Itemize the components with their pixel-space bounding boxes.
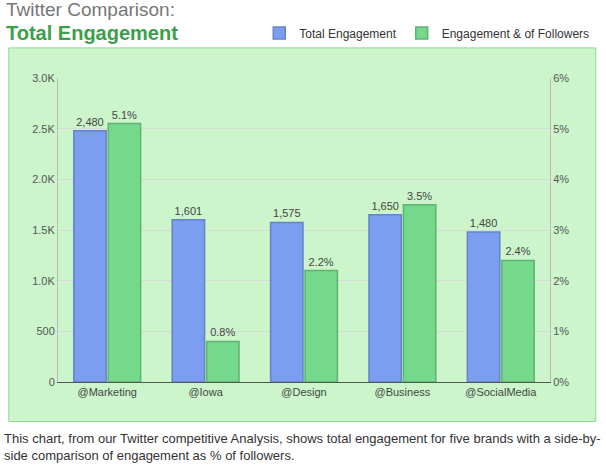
svg-text:@Marketing: @Marketing xyxy=(77,386,136,398)
svg-text:Total Engagement: Total Engagement xyxy=(299,27,396,41)
svg-text:2%: 2% xyxy=(553,275,569,287)
svg-text:2,480: 2,480 xyxy=(76,116,104,128)
svg-text:@Iowa: @Iowa xyxy=(188,386,223,398)
html-text:This chart, from our Twitter c: This chart, from our Twitter competitive… xyxy=(4,431,601,463)
svg-text:1,480: 1,480 xyxy=(470,217,498,229)
svg-text:@Design: @Design xyxy=(281,386,326,398)
svg-text:Total Engagement: Total Engagement xyxy=(6,22,178,44)
svg-text:1,601: 1,601 xyxy=(175,205,203,217)
svg-text:2.4%: 2.4% xyxy=(505,245,530,257)
svg-text:2.0K: 2.0K xyxy=(32,173,55,185)
svg-text:1,650: 1,650 xyxy=(371,200,399,212)
svg-text:2.5K: 2.5K xyxy=(32,123,55,135)
svg-text:5.1%: 5.1% xyxy=(112,109,137,121)
svg-text:Twitter Comparison:: Twitter Comparison: xyxy=(6,0,175,20)
svg-text:2.2%: 2.2% xyxy=(309,256,334,268)
svg-text:6%: 6% xyxy=(553,72,569,84)
svg-text:@SocialMedia: @SocialMedia xyxy=(465,386,537,398)
svg-text:1.5K: 1.5K xyxy=(32,224,55,236)
svg-text:0: 0 xyxy=(49,376,55,388)
svg-text:3%: 3% xyxy=(553,224,569,236)
svg-text:1.0K: 1.0K xyxy=(32,275,55,287)
svg-text:3.5%: 3.5% xyxy=(407,190,432,202)
svg-text:@Business: @Business xyxy=(374,386,430,398)
svg-text:1%: 1% xyxy=(553,325,569,337)
svg-text:4%: 4% xyxy=(553,173,569,185)
svg-text:1,575: 1,575 xyxy=(273,207,301,219)
svg-text:0.8%: 0.8% xyxy=(210,326,235,338)
svg-text:Engagement & of Followers: Engagement & of Followers xyxy=(442,27,589,41)
svg-text:0%: 0% xyxy=(553,376,569,388)
svg-text:5%: 5% xyxy=(553,123,569,135)
svg-text:500: 500 xyxy=(36,325,54,337)
svg-text:3.0K: 3.0K xyxy=(32,72,55,84)
